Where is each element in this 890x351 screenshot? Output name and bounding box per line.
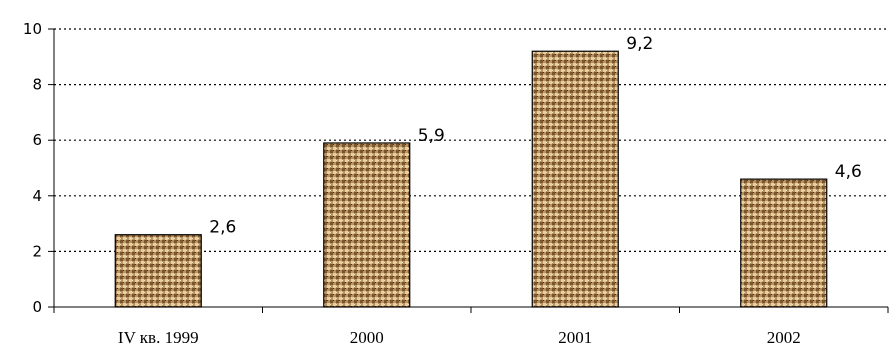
y-tick-label: 0 xyxy=(32,298,42,316)
x-tick-label: 2000 xyxy=(350,328,384,347)
data-label: 4,6 xyxy=(835,162,862,182)
x-tick-label: 2001 xyxy=(558,328,592,347)
data-label: 9,2 xyxy=(626,34,653,54)
y-tick-label: 10 xyxy=(23,20,42,38)
bar-2 xyxy=(323,142,411,308)
data-label: 5,9 xyxy=(418,126,445,146)
bars xyxy=(114,50,828,308)
bar-1 xyxy=(114,234,202,308)
y-tick-label: 6 xyxy=(32,131,42,149)
labels: 0 2 4 6 8 10 2,6 IV кв. 1999 5,9 2000 9,2 2001 4,6 20… xyxy=(23,20,862,347)
y-tick-label: 2 xyxy=(32,242,42,260)
y-tick-label: 8 xyxy=(32,76,42,94)
x-tick-label: 2002 xyxy=(767,328,801,347)
data-label: 2,6 xyxy=(209,218,236,238)
x-tick-label: IV кв. 1999 xyxy=(118,328,199,347)
bar-3 xyxy=(531,50,619,308)
bar-4 xyxy=(740,178,828,308)
y-tick-label: 4 xyxy=(32,187,42,205)
